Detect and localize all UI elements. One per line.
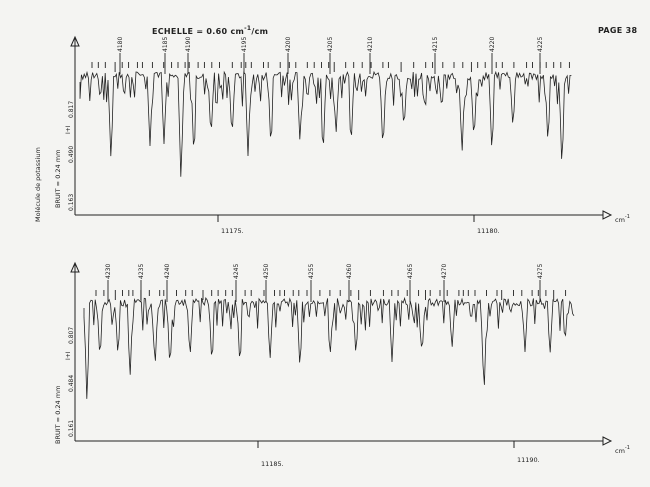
x-unit: cm-1 <box>615 214 630 224</box>
line-number-label: 4185 <box>162 37 169 52</box>
spectrum-line <box>83 296 575 399</box>
spectrum-panel-1: BRUIT = 0.24 mm I+I 0.817 0.490 0.163 11… <box>54 35 630 235</box>
y-marker: I+I <box>65 125 72 134</box>
y-tick-label: 0.490 <box>68 146 75 163</box>
tick-ruler <box>95 290 567 300</box>
y-axis-arrow <box>70 261 80 273</box>
line-number-label: 4195 <box>241 37 248 52</box>
line-number-label: 4265 <box>407 264 414 279</box>
x-tick-label: 11190. <box>517 456 540 464</box>
x-axis-arrow <box>602 210 613 220</box>
line-number-label: 4240 <box>164 264 171 279</box>
line-number-label: 4245 <box>233 264 240 279</box>
line-number-label: 4235 <box>138 264 145 279</box>
line-number-label: 4190 <box>185 37 192 52</box>
noise-label: BRUIT = 0.24 mm <box>54 386 62 444</box>
scale-label: ECHELLE = 0.60 cm-1/cm <box>152 25 268 36</box>
line-number-label: 4205 <box>327 37 334 52</box>
spectrum-line <box>79 70 572 177</box>
y-tick-label: 0.484 <box>68 375 75 392</box>
line-number-label: 4225 <box>537 37 544 52</box>
line-number-label: 4255 <box>308 264 315 279</box>
y-tick-label: 0.807 <box>68 327 75 344</box>
spectrum-trace <box>83 296 575 399</box>
x-tick-label: 11175. <box>221 227 244 235</box>
x-unit: cm-1 <box>615 445 630 455</box>
line-number-label: 4220 <box>489 37 496 52</box>
line-number-label: 4180 <box>117 37 124 52</box>
spectrum-trace <box>79 70 572 177</box>
x-tick-label: 11180. <box>477 227 500 235</box>
line-number-label: 4210 <box>367 37 374 52</box>
line-number-label: 4250 <box>263 264 270 279</box>
spectrum-panel-2: BRUIT = 0.24 mm I+I 0.807 0.484 0.161 11… <box>54 261 630 468</box>
tick-ruler <box>91 62 570 72</box>
line-number-label: 4230 <box>105 264 112 279</box>
line-labels: 4230 4235 4240 4245 4250 4255 4260 4265 4270 4275 <box>105 264 544 302</box>
y-tick-label: 0.163 <box>68 194 75 211</box>
line-number-label: 4275 <box>537 264 544 279</box>
line-number-label: 4200 <box>285 37 292 52</box>
y-tick-label: 0.817 <box>68 101 75 118</box>
noise-label: BRUIT = 0.24 mm <box>54 150 62 208</box>
x-tick-label: 11185. <box>261 460 284 468</box>
line-labels: 4180 4185 4190 4195 4200 4205 4210 4215 4220 4225 <box>117 37 544 74</box>
line-number-label: 4215 <box>432 37 439 52</box>
page-number: PAGE 38 <box>598 26 638 35</box>
y-axis-arrow <box>70 35 80 47</box>
line-number-label: 4260 <box>346 264 353 279</box>
molecule-label: Molécule de potassium <box>34 147 42 222</box>
x-axis-arrow <box>602 436 613 446</box>
line-number-label: 4270 <box>441 264 448 279</box>
y-marker: I+I <box>65 351 72 360</box>
y-tick-label: 0.161 <box>68 420 75 437</box>
